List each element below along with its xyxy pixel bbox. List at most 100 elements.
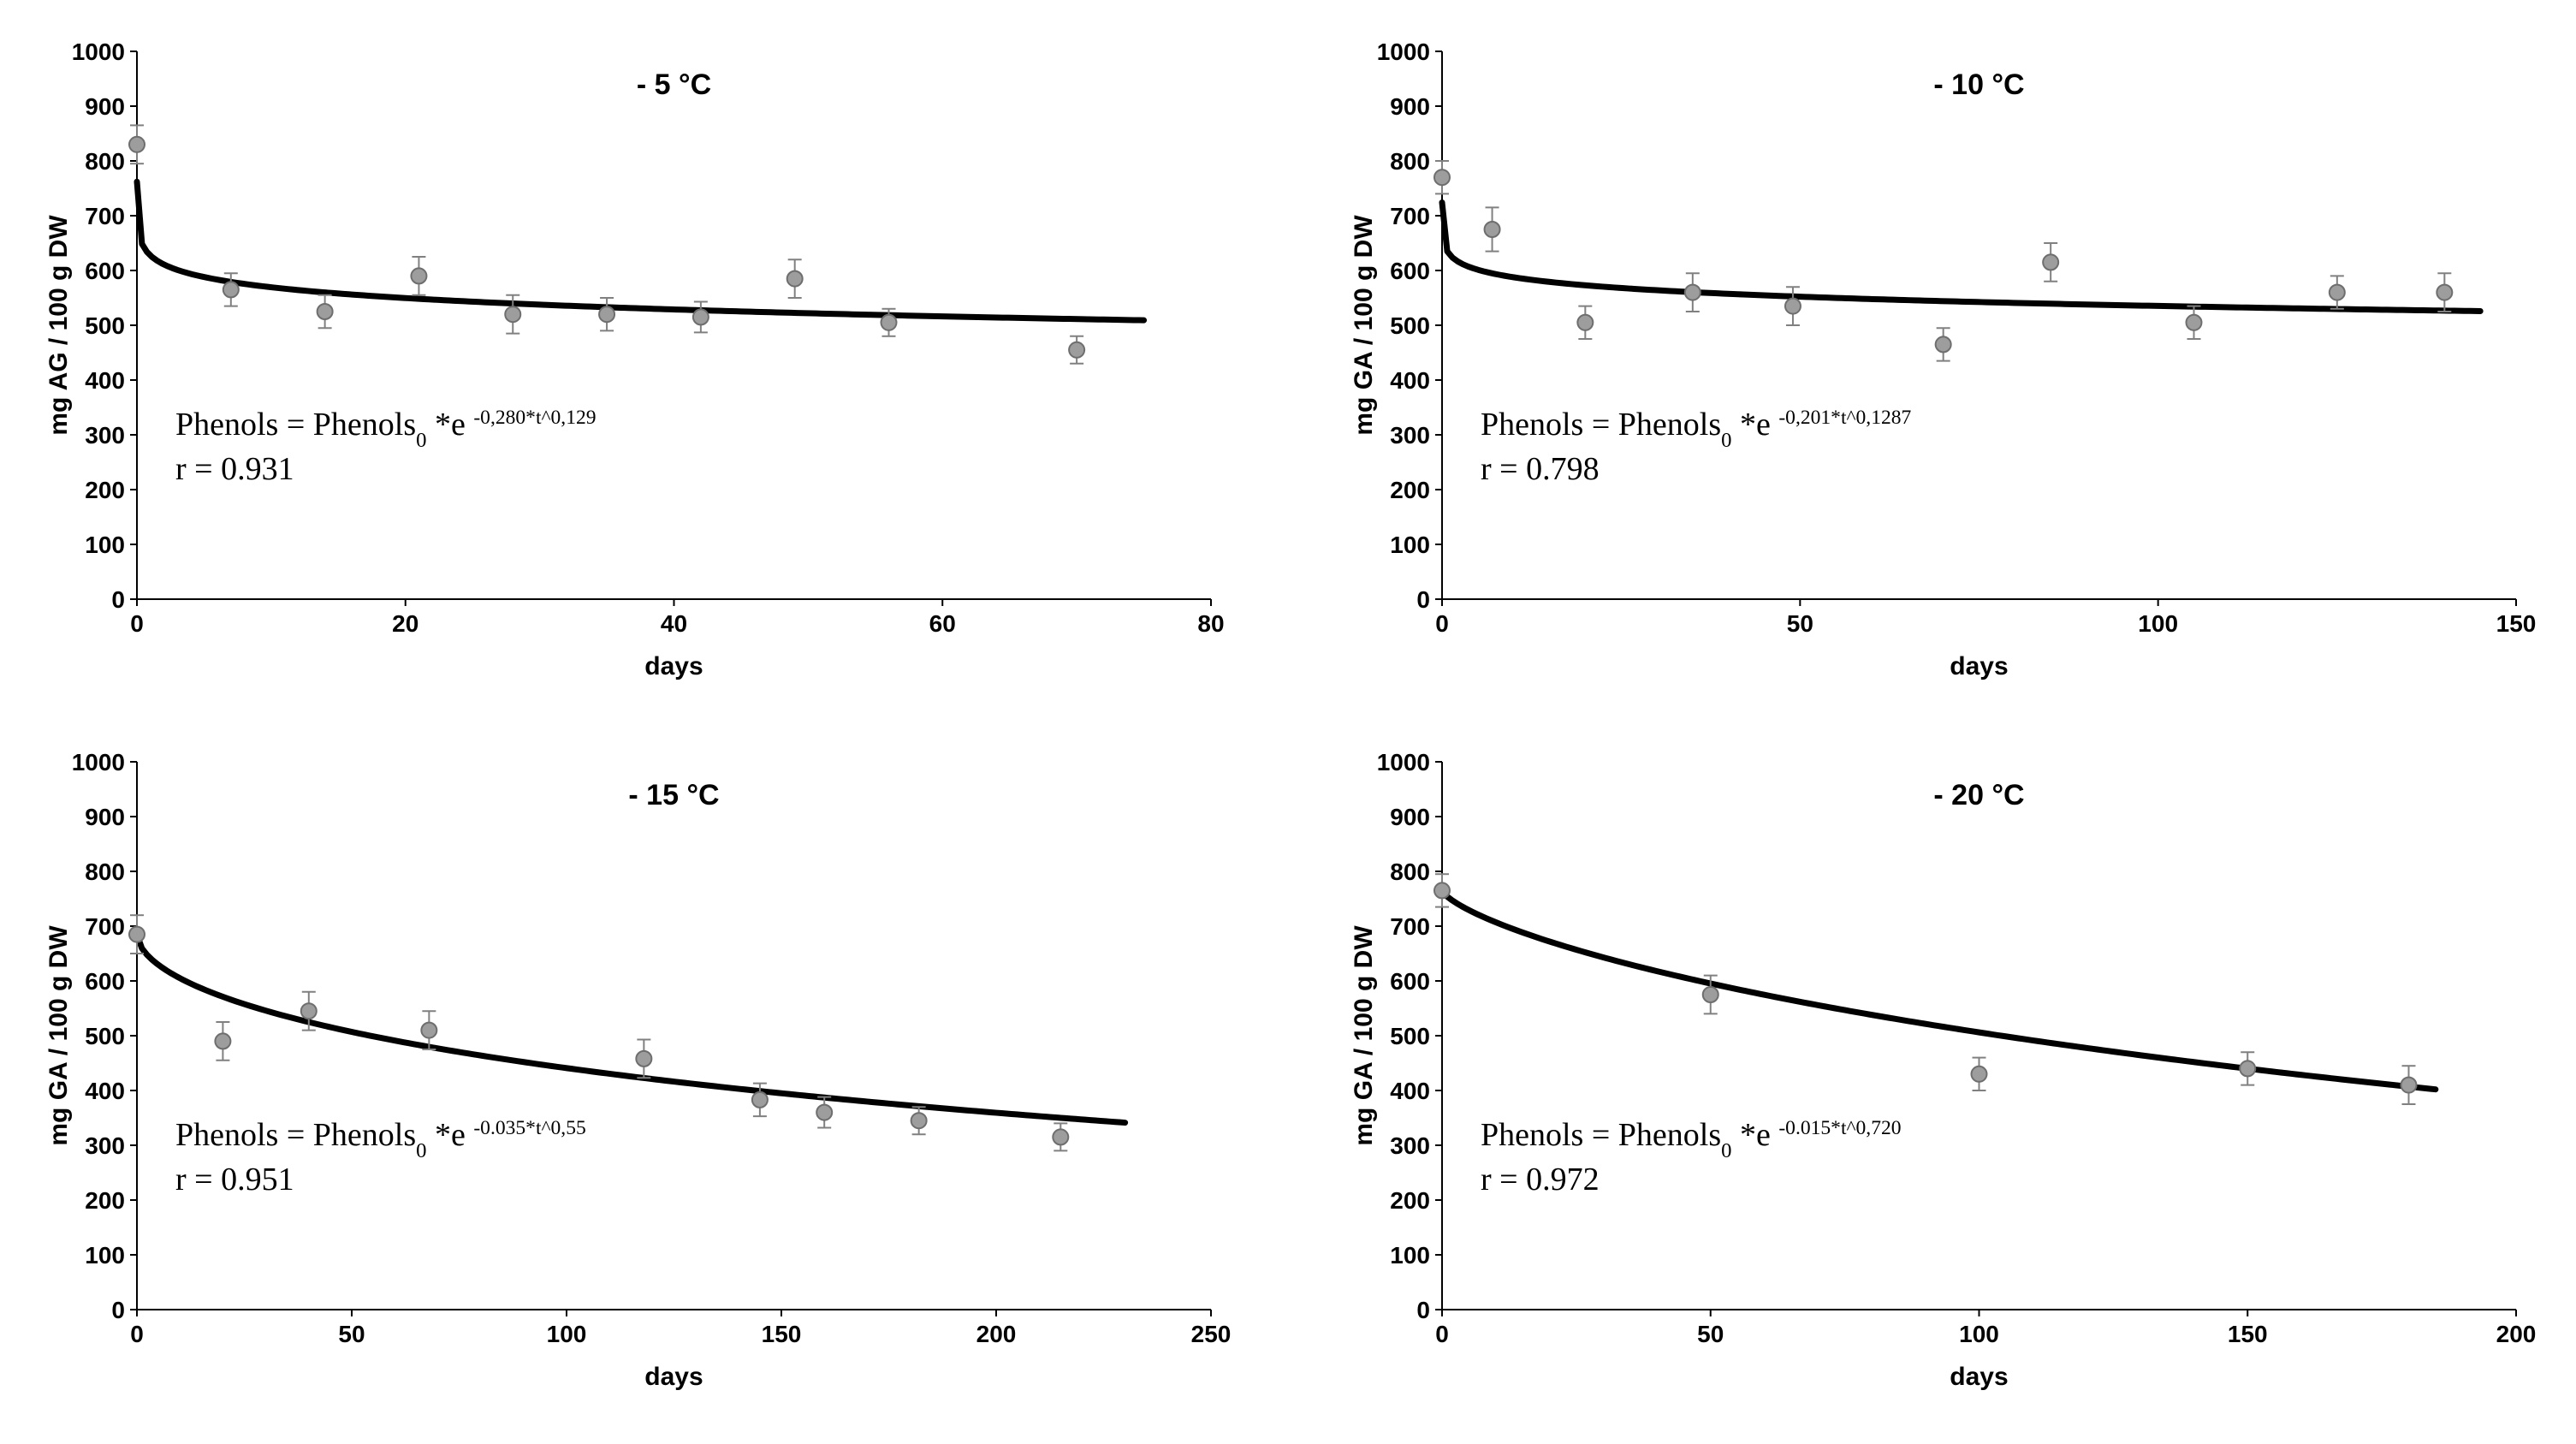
data-point xyxy=(752,1092,768,1108)
y-tick-label: 1000 xyxy=(1377,749,1430,775)
chart-panel-minus20c: 0 100 200 300 400 500 600 700 800 900 1000 0 50 100 15… xyxy=(1339,745,2542,1404)
x-tick-label: 0 xyxy=(130,1321,144,1347)
y-tick-label: 100 xyxy=(85,532,125,558)
fit-curve xyxy=(1442,203,2480,312)
data-point xyxy=(1972,1067,1987,1082)
y-tick-label: 0 xyxy=(1416,1297,1430,1323)
chart-grid: 0100200300400500600700800900100002040608… xyxy=(34,34,2542,1404)
x-axis-label: days xyxy=(644,1363,703,1391)
x-tick-label: 200 xyxy=(2496,1321,2537,1347)
y-tick-label: 500 xyxy=(85,1023,125,1049)
x-tick-label: 250 xyxy=(1191,1321,1232,1347)
x-tick-label: 50 xyxy=(1697,1321,1724,1347)
y-tick-label: 700 xyxy=(85,913,125,940)
data-point xyxy=(2401,1078,2417,1093)
x-tick-label: 0 xyxy=(130,610,144,637)
y-axis-label: mg GA / 100 g DW xyxy=(1350,215,1378,436)
chart-panel-minus5c: 0100200300400500600700800900100002040608… xyxy=(34,34,1237,693)
x-axis-label: days xyxy=(644,652,703,680)
x-axis-label: days xyxy=(1950,1363,2008,1391)
y-tick-label: 100 xyxy=(1390,1242,1430,1269)
y-tick-label: 300 xyxy=(1390,422,1430,449)
y-tick-label: 0 xyxy=(111,1297,125,1323)
r-value: r = 0.951 xyxy=(175,1162,294,1197)
y-tick-label: 300 xyxy=(85,422,125,449)
x-tick-label: 50 xyxy=(1787,610,1813,637)
y-tick-label: 600 xyxy=(85,258,125,284)
chart-panel-minus15c: 0100200300400500600700800900100005010015… xyxy=(34,745,1237,1404)
data-point xyxy=(881,315,897,330)
y-tick-label: 400 xyxy=(1390,1078,1430,1104)
y-tick-label: 1000 xyxy=(72,39,125,65)
data-point xyxy=(1485,222,1500,237)
y-tick-label: 800 xyxy=(85,148,125,175)
y-tick-label: 900 xyxy=(1390,804,1430,830)
y-tick-label: 500 xyxy=(1390,312,1430,339)
y-tick-label: 700 xyxy=(1390,913,1430,940)
y-axis-label: mg GA / 100 g DW xyxy=(45,925,73,1146)
data-point xyxy=(411,268,426,283)
y-tick-label: 600 xyxy=(1390,968,1430,995)
data-point xyxy=(636,1051,651,1067)
y-tick-label: 800 xyxy=(1390,859,1430,885)
chart-panel-minus10c: 0100200300400500600700800900100005010015… xyxy=(1339,34,2542,693)
data-point xyxy=(1053,1129,1068,1144)
data-point xyxy=(1685,285,1701,300)
r-value: r = 0.931 xyxy=(175,451,294,487)
data-point xyxy=(599,306,614,322)
x-tick-label: 150 xyxy=(762,1321,802,1347)
data-point xyxy=(129,137,145,152)
data-point xyxy=(223,282,239,297)
data-point xyxy=(1434,882,1450,898)
y-tick-label: 900 xyxy=(85,93,125,120)
equation-text: Phenols = Phenols0 *e -0,201*t^0,1287 xyxy=(1481,407,1912,452)
data-point xyxy=(1434,169,1450,185)
data-point xyxy=(1703,987,1718,1002)
y-tick-label: 200 xyxy=(1390,1187,1430,1214)
y-tick-label: 300 xyxy=(1390,1132,1430,1159)
y-tick-label: 100 xyxy=(1390,532,1430,558)
x-tick-label: 20 xyxy=(392,610,418,637)
data-point xyxy=(693,309,709,324)
panel-title: - 5 °C xyxy=(637,68,711,101)
data-point xyxy=(505,306,520,322)
y-tick-label: 200 xyxy=(85,1187,125,1214)
y-tick-label: 200 xyxy=(1390,477,1430,503)
equation-text: Phenols = Phenols0 *e -0.015*t^0,720 xyxy=(1481,1117,1902,1162)
x-tick-label: 100 xyxy=(2138,610,2178,637)
x-tick-label: 150 xyxy=(2496,610,2537,637)
data-point xyxy=(2240,1061,2255,1076)
y-tick-label: 700 xyxy=(85,203,125,229)
data-point xyxy=(787,271,803,287)
fit-curve xyxy=(137,181,1144,320)
y-tick-label: 400 xyxy=(1390,367,1430,394)
y-tick-label: 500 xyxy=(85,312,125,339)
x-tick-label: 150 xyxy=(2228,1321,2268,1347)
x-tick-label: 50 xyxy=(338,1321,365,1347)
fit-curve xyxy=(137,935,1125,1123)
data-point xyxy=(301,1003,317,1019)
x-axis-label: days xyxy=(1950,652,2008,680)
y-tick-label: 500 xyxy=(1390,1023,1430,1049)
y-tick-label: 800 xyxy=(85,859,125,885)
y-tick-label: 400 xyxy=(85,367,125,394)
x-tick-label: 40 xyxy=(661,610,687,637)
x-tick-label: 100 xyxy=(1959,1321,1999,1347)
y-tick-label: 900 xyxy=(85,804,125,830)
r-value: r = 0.972 xyxy=(1481,1162,1600,1197)
panel-title: - 20 °C xyxy=(1933,779,2024,811)
data-point xyxy=(816,1105,832,1120)
fit-curve xyxy=(1442,890,2436,1089)
x-tick-label: 200 xyxy=(976,1321,1017,1347)
x-tick-label: 100 xyxy=(547,1321,587,1347)
y-axis-label: mg GA / 100 g DW xyxy=(1350,925,1378,1146)
data-point xyxy=(2437,285,2452,300)
y-tick-label: 1000 xyxy=(72,749,125,775)
chart-svg: 0100200300400500600700800900100005010015… xyxy=(34,745,1237,1404)
r-value: r = 0.798 xyxy=(1481,451,1600,487)
data-point xyxy=(215,1033,230,1049)
data-point xyxy=(1785,299,1801,314)
x-tick-label: 0 xyxy=(1435,1321,1449,1347)
y-tick-label: 0 xyxy=(111,586,125,613)
y-tick-label: 600 xyxy=(1390,258,1430,284)
